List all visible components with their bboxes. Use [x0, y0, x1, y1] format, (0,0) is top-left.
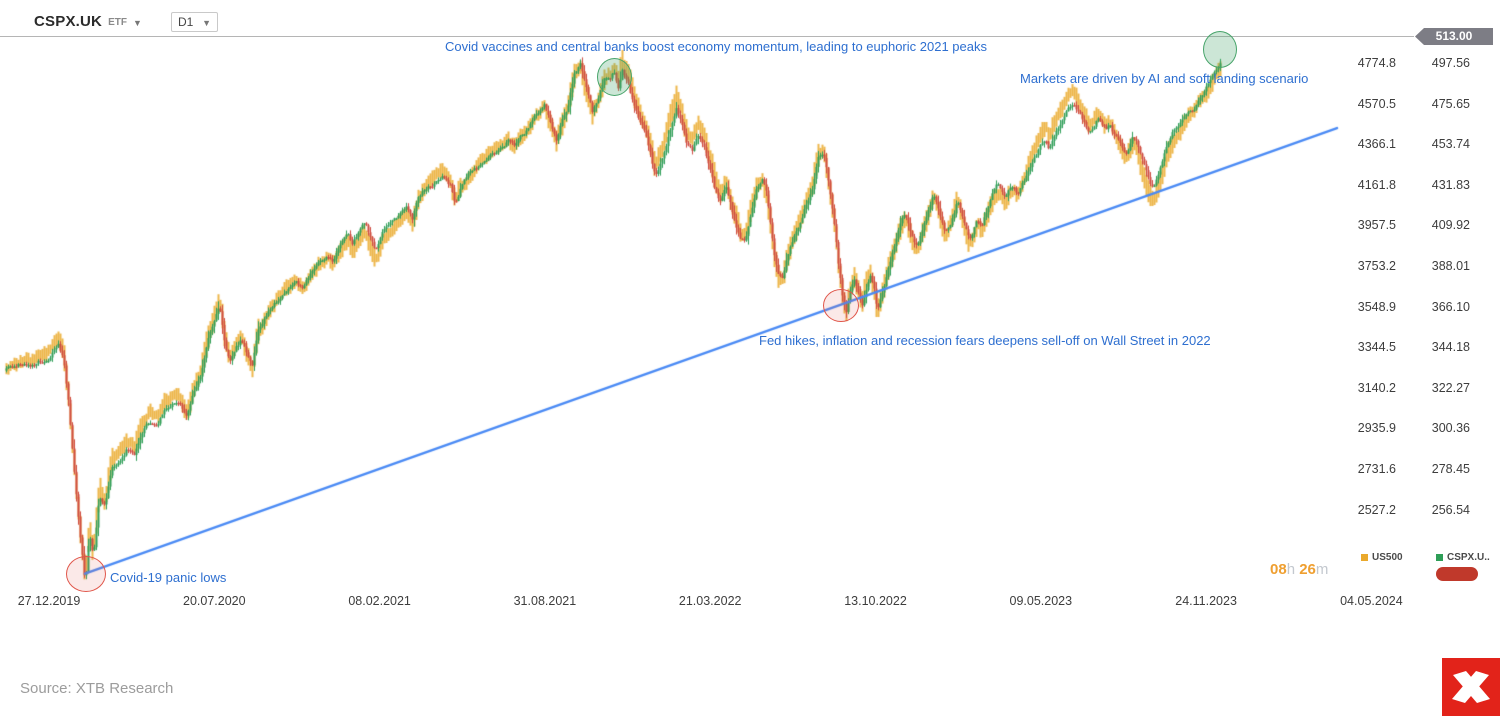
price-axis-tick: 322.27: [1431, 380, 1470, 395]
annotation-vaccines-2021: Covid vaccines and central banks boost e…: [445, 39, 987, 54]
chevron-down-icon: ▼: [202, 18, 211, 28]
price-axis-tick: 278.45: [1431, 462, 1470, 476]
price-axis-tick: 4570.5: [1357, 96, 1396, 111]
price-axis-tick: 453.74: [1431, 137, 1470, 152]
symbol-selector[interactable]: CSPX.UK ETF ▼: [34, 13, 142, 30]
legend-us500-label: US500: [1372, 552, 1403, 563]
symbol-type-label: ETF: [108, 17, 127, 28]
price-axis-tick: 344.18: [1431, 340, 1470, 355]
timeframe-selector[interactable]: D1 ▼: [171, 12, 218, 32]
annotation-fed-2022: Fed hikes, inflation and recession fears…: [759, 333, 1211, 348]
date-axis-tick: 08.02.2021: [348, 594, 411, 608]
market-open-countdown: 08h 26m: [1270, 561, 1328, 578]
xtb-logo: [1442, 658, 1500, 716]
price-axis-tick: 366.10: [1431, 299, 1470, 314]
price-axis-tick: 4774.8: [1357, 56, 1396, 70]
price-axis-tick: 475.65: [1431, 96, 1470, 111]
countdown-hours: 08: [1270, 561, 1287, 578]
date-axis-tick: 04.05.2024: [1340, 594, 1403, 608]
timeframe-label: D1: [178, 15, 194, 29]
peak-2021-marker-circle: [597, 58, 632, 96]
countdown-hours-unit: h: [1286, 561, 1296, 578]
symbol-name: CSPX.UK: [34, 13, 103, 30]
date-axis-tick: 31.08.2021: [513, 594, 577, 608]
price-axis-tick: 388.01: [1431, 259, 1470, 273]
price-axis-tick: 300.36: [1431, 421, 1470, 436]
price-axis-tick: 497.56: [1431, 56, 1470, 70]
price-axis-tick: 2731.6: [1357, 462, 1396, 476]
candlestick-plot[interactable]: [0, 0, 1350, 640]
price-axis-tick: 256.54: [1431, 502, 1470, 517]
date-axis-tick: 09.05.2023: [1009, 594, 1073, 608]
price-axis-tick: 2935.9: [1357, 421, 1396, 436]
price-axis-tick: 4366.1: [1357, 137, 1396, 152]
price-axis-tick: 2527.2: [1357, 502, 1396, 517]
countdown-minutes: 26: [1295, 561, 1316, 578]
price-axis-tick: 4161.8: [1357, 177, 1396, 192]
oct-2022-low-marker-circle: [823, 289, 859, 322]
source-credit: Source: XTB Research: [20, 680, 174, 697]
price-axis-tick: 409.92: [1431, 218, 1470, 233]
legend-item-cspx[interactable]: CSPX.U..: [1436, 552, 1490, 563]
cspx-swatch-icon: [1436, 554, 1443, 561]
annotation-ai-2023: Markets are driven by AI and soft landin…: [1020, 71, 1309, 86]
date-axis-tick: 13.10.2022: [844, 594, 907, 608]
price-axis-tick: 3344.5: [1357, 340, 1396, 355]
price-axis-tick: 3957.5: [1357, 218, 1396, 233]
price-axis-tick: 3548.9: [1357, 299, 1396, 314]
date-axis-tick: 27.12.2019: [17, 594, 81, 608]
price-axis-tick: 3753.2: [1357, 259, 1396, 273]
date-axis-tick: 24.11.2023: [1175, 594, 1237, 608]
legend-cspx-label: CSPX.U..: [1447, 552, 1490, 563]
peak-2023-marker-circle: [1203, 31, 1237, 68]
date-axis-tick: 21.03.2022: [678, 594, 742, 608]
price-axis-tick: 3140.2: [1357, 380, 1396, 395]
us500-swatch-icon: [1361, 554, 1368, 561]
sell-price-button[interactable]: [1436, 567, 1478, 581]
current-price-badge: 513.00: [1415, 28, 1493, 45]
annotation-covid-low: Covid-19 panic lows: [110, 570, 227, 585]
countdown-minutes-unit: m: [1315, 561, 1329, 578]
chevron-down-icon: ▼: [132, 17, 142, 28]
price-axis-tick: 431.83: [1431, 177, 1470, 192]
covid-low-marker-circle: [66, 556, 106, 592]
date-axis[interactable]: 27.12.2019 20.07.2020 08.02.2021 31.08.2021…: [0, 594, 1500, 614]
legend-item-us500[interactable]: US500: [1361, 552, 1403, 563]
date-axis-tick: 20.07.2020: [183, 594, 246, 608]
